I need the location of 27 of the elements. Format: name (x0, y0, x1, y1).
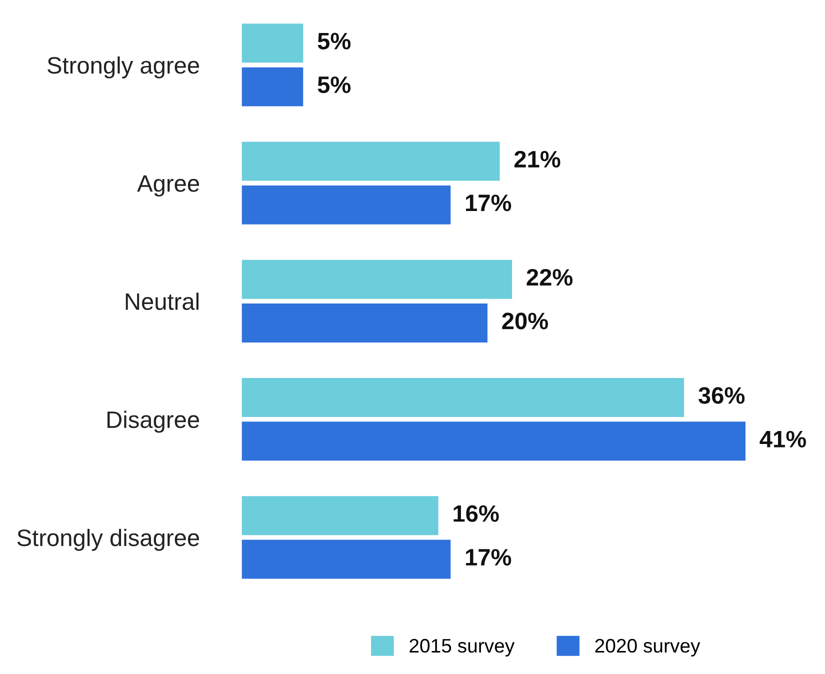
data-label: 5% (318, 32, 351, 50)
bar (242, 185, 451, 224)
data-label: 41% (760, 430, 806, 448)
data-label: 22% (526, 268, 573, 286)
bar (242, 304, 488, 343)
data-label: 36% (698, 387, 745, 404)
y-tick-label: Agree (137, 175, 200, 197)
bar (242, 540, 451, 579)
data-label: 16% (454, 505, 499, 522)
data-label: 21% (514, 150, 560, 168)
bar (242, 142, 500, 181)
data-label: 17% (466, 194, 512, 212)
bar (242, 422, 746, 461)
data-label: 5% (318, 76, 351, 94)
bar (242, 496, 438, 536)
legend-label: 2015 survey (410, 638, 515, 656)
bar (242, 24, 304, 63)
y-tick-label: Strongly agree (48, 56, 200, 78)
bar (242, 67, 304, 106)
y-tick-label: Neutral (126, 292, 198, 310)
y-tick-label: Disagree (108, 410, 200, 433)
data-label: 17% (466, 548, 512, 566)
y-tick-label: Strongly disagree (17, 528, 200, 551)
legend-label: 2020 survey (595, 638, 700, 656)
bar (242, 260, 512, 299)
bar (242, 378, 684, 417)
data-label: 20% (502, 312, 548, 330)
